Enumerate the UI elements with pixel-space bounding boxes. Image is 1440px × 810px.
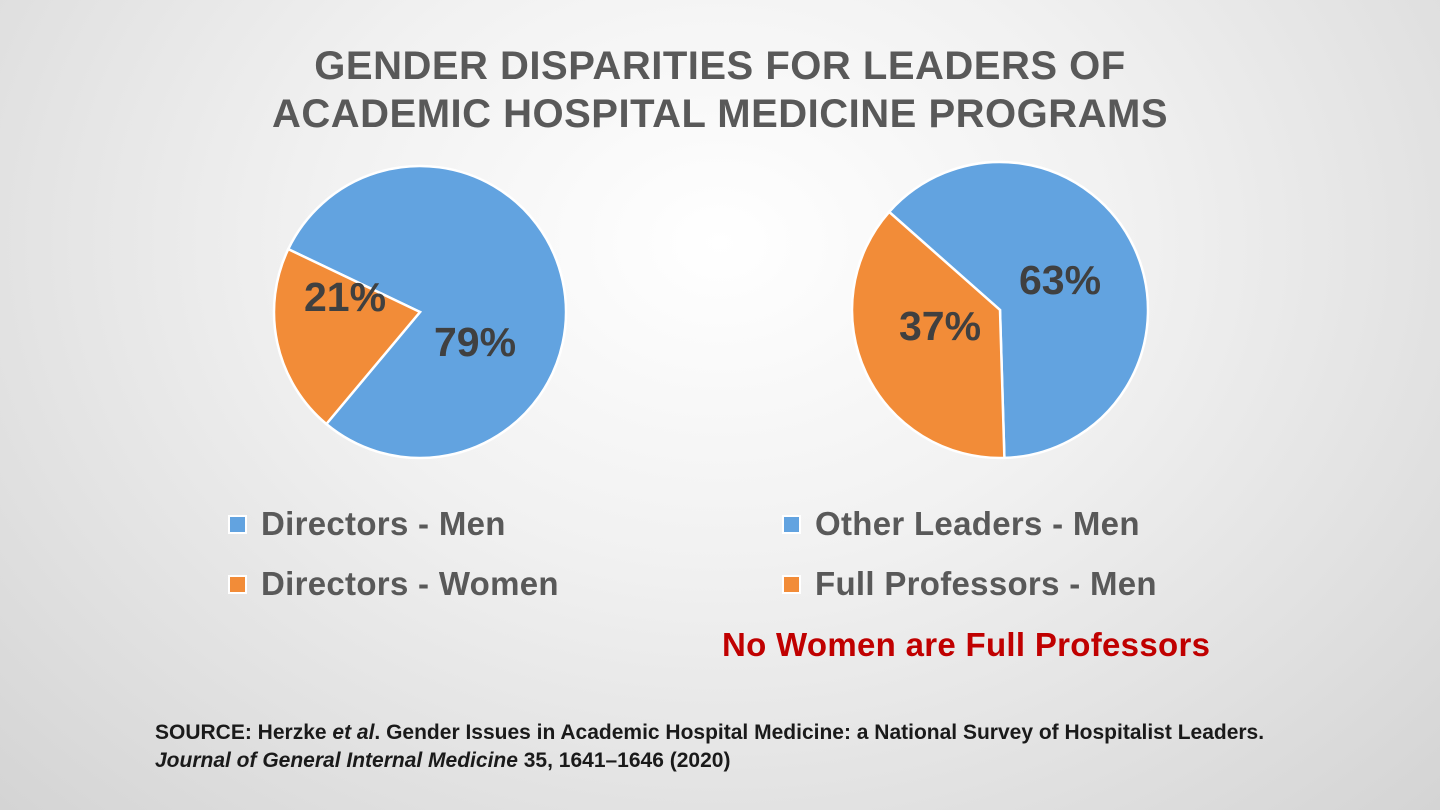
pie-data-label: 63% (1019, 257, 1101, 303)
directors-legend: Directors - Men Directors - Women (228, 494, 559, 614)
legend-swatch-orange (782, 574, 801, 594)
source-text: SOURCE: Herzke (155, 721, 333, 744)
legend-item-full-professors-men: Full Professors - Men (782, 554, 1157, 614)
legend-item-other-leaders-men: Other Leaders - Men (782, 494, 1157, 554)
pie-data-label: 37% (899, 303, 981, 349)
other-leaders-pie-chart: 63% 37% (850, 160, 1150, 460)
legend-label: Full Professors - Men (815, 565, 1157, 602)
pie-slice-directors-women (272, 247, 422, 426)
source-journal: Journal of General Internal Medicine (155, 749, 518, 772)
pie-slice-directors-men (286, 164, 568, 460)
other-leaders-legend: Other Leaders - Men Full Professors - Me… (782, 494, 1157, 614)
source-text: 35, 1641–1646 (2020) (517, 749, 731, 772)
chart-title-line-2: ACADEMIC HOSPITAL MEDICINE PROGRAMS (271, 92, 1169, 136)
source-citation: SOURCE: Herzke et al. Gender Issues in A… (155, 719, 1335, 775)
legend-swatch-men (228, 514, 247, 534)
pie-data-label: 79% (434, 319, 516, 365)
source-text: . Gender Issues in Academic Hospital Med… (374, 721, 1265, 744)
legend-swatch-women (228, 574, 247, 594)
chart-title-line-1: GENDER DISPARITIES FOR LEADERS OF (314, 44, 1126, 88)
pie-slice-other-leaders-men (887, 160, 1150, 460)
legend-label: Directors - Women (261, 565, 559, 602)
pie-data-label: 21% (304, 274, 386, 320)
highlight-note: No Women are Full Professors (722, 626, 1211, 663)
legend-item-directors-men: Directors - Men (228, 494, 559, 554)
chart-title: GENDER DISPARITIES FOR LEADERS OF ACADEM… (0, 42, 1440, 138)
legend-label: Other Leaders - Men (815, 505, 1140, 542)
legend-item-directors-women: Directors - Women (228, 554, 559, 614)
source-et-al: et al (332, 721, 375, 744)
directors-pie-chart: 79% 21% (272, 164, 568, 460)
pie-slice-full-professors-men (850, 210, 1006, 460)
legend-label: Directors - Men (261, 505, 506, 542)
legend-swatch-men (782, 514, 801, 534)
